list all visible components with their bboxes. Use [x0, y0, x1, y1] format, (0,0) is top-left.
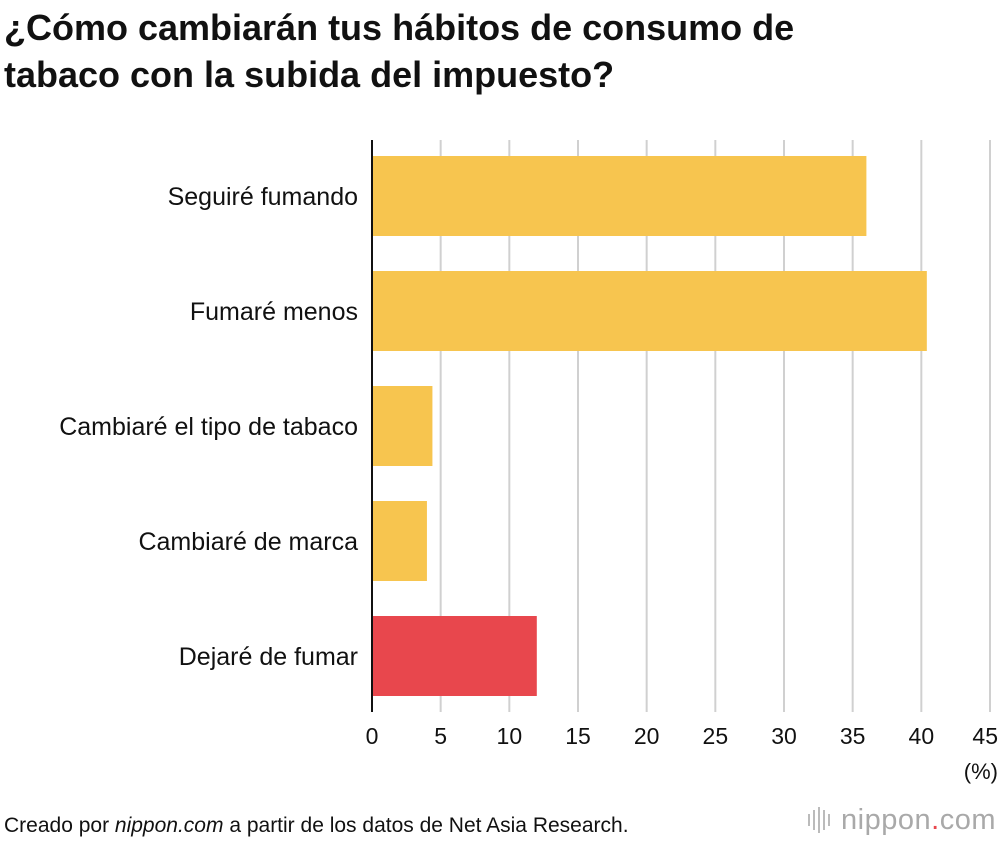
x-tick-label: 35 [840, 723, 866, 749]
logo-name: nippon [841, 803, 932, 836]
category-label: Dejaré de fumar [179, 643, 358, 671]
x-tick-label: 15 [565, 723, 591, 749]
x-tick-label: 0 [366, 723, 379, 749]
x-tick-label: 5 [434, 723, 447, 749]
chart-title: ¿Cómo cambiarán tus hábitos de consumo d… [4, 4, 964, 98]
x-tick-label: 45 [972, 723, 998, 749]
category-label: Seguiré fumando [168, 183, 358, 211]
nippon-logo: nippon.com [808, 803, 996, 837]
bar [372, 616, 537, 696]
x-tick-label: 40 [909, 723, 935, 749]
title-line-2: tabaco con la subida del impuesto? [4, 54, 615, 95]
source-suffix: a partir de los datos de Net Asia Resear… [223, 814, 629, 837]
category-label: Fumaré menos [190, 298, 358, 326]
bar [372, 501, 427, 581]
bar [372, 156, 867, 236]
bar [372, 271, 927, 351]
bar [372, 386, 433, 466]
category-label: Cambiaré el tipo de tabaco [59, 413, 358, 441]
x-tick-label: 30 [771, 723, 797, 749]
category-label: Cambiaré de marca [138, 528, 358, 556]
logo-dot: . [931, 803, 940, 836]
x-tick-label: 25 [703, 723, 729, 749]
source-site: nippon.com [114, 814, 224, 837]
source-note: Creado por nippon.com a partir de los da… [4, 814, 629, 838]
logo-tld: com [939, 803, 996, 836]
title-line-1: ¿Cómo cambiarán tus hábitos de consumo d… [4, 7, 795, 48]
source-prefix: Creado por [4, 814, 115, 837]
x-tick-label: 10 [497, 723, 523, 749]
x-axis-unit-label: (%) [964, 759, 998, 784]
logo-mark-icon [808, 807, 833, 833]
x-tick-label: 20 [634, 723, 660, 749]
